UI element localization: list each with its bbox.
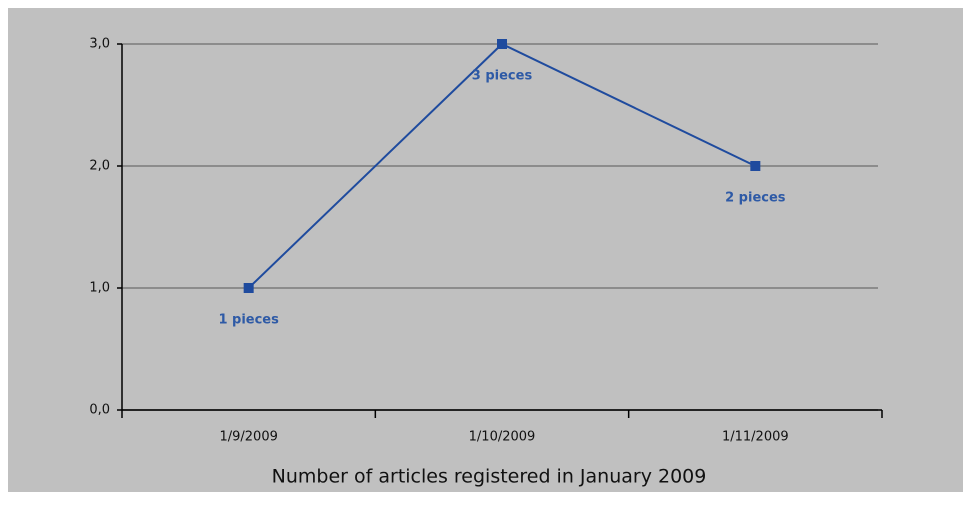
data-point <box>243 283 254 293</box>
y-tick-label: 1,0 <box>89 281 110 296</box>
y-tick-label: 0,0 <box>89 403 110 418</box>
data-label: 2 pieces <box>725 191 786 206</box>
data-label: 1 pieces <box>218 313 279 328</box>
data-label: 3 pieces <box>472 69 533 84</box>
chart-background <box>8 8 963 492</box>
data-point <box>750 161 761 171</box>
x-tick-label: 1/11/2009 <box>722 430 789 445</box>
x-tick-label: 1/10/2009 <box>469 430 536 445</box>
y-tick-label: 3,0 <box>89 37 110 52</box>
x-tick-label: 1/9/2009 <box>219 430 277 445</box>
x-axis-title: Number of articles registered in January… <box>272 466 707 488</box>
data-point <box>497 39 507 49</box>
y-tick-label: 2,0 <box>89 159 110 174</box>
